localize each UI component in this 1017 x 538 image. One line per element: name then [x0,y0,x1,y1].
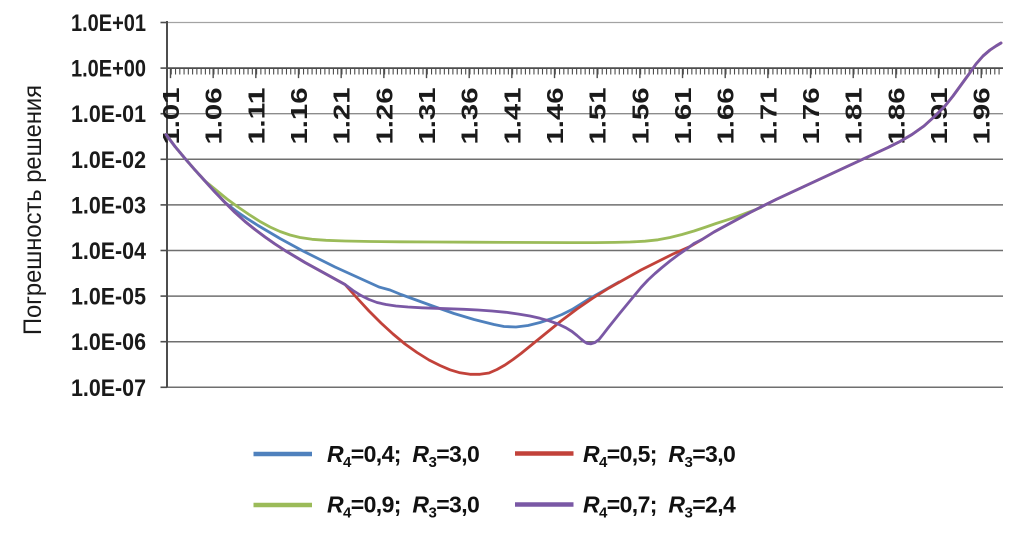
svg-text:1.51: 1.51 [585,87,611,144]
svg-text:1.11: 1.11 [243,87,269,144]
svg-text:1.36: 1.36 [457,88,483,145]
svg-text:1.16: 1.16 [286,88,312,145]
svg-text:1.0E-04: 1.0E-04 [71,238,146,265]
svg-text:1.0E-05: 1.0E-05 [71,284,146,311]
svg-text:1.06: 1.06 [201,88,227,145]
svg-text:1.0E-03: 1.0E-03 [71,192,146,219]
svg-text:1.0E+00: 1.0E+00 [71,56,146,83]
svg-text:1.96: 1.96 [969,88,995,145]
svg-text:Погрешность решения: Погрешность решения [19,85,47,335]
svg-text:1.71: 1.71 [755,87,781,144]
svg-text:R4=0,9; R3=3,0: R4=0,9; R3=3,0 [327,492,479,522]
svg-text:1.01: 1.01 [158,87,184,144]
svg-text:1.0E+01: 1.0E+01 [71,10,146,37]
svg-text:1.31: 1.31 [414,87,440,144]
svg-text:R4=0,5; R3=3,0: R4=0,5; R3=3,0 [583,441,735,471]
svg-text:1.0E-06: 1.0E-06 [71,329,146,356]
svg-text:1.0E-02: 1.0E-02 [71,147,146,174]
svg-text:1.76: 1.76 [798,88,824,145]
svg-text:1.91: 1.91 [926,87,952,144]
svg-text:1.61: 1.61 [670,87,696,144]
svg-text:R4=0,7; R3=2,4: R4=0,7; R3=2,4 [583,492,736,522]
svg-text:1.0E-01: 1.0E-01 [71,101,146,128]
svg-text:1.66: 1.66 [713,88,739,145]
svg-text:1.81: 1.81 [841,87,867,144]
svg-text:1.41: 1.41 [499,87,525,144]
svg-text:1.86: 1.86 [883,88,909,145]
svg-text:R4=0,4; R3=3,0: R4=0,4; R3=3,0 [327,441,479,471]
svg-text:1.0E-07: 1.0E-07 [71,375,146,402]
svg-text:1.56: 1.56 [627,88,653,145]
svg-text:1.21: 1.21 [329,87,355,144]
svg-text:1.26: 1.26 [371,88,397,145]
svg-text:1.46: 1.46 [542,88,568,145]
